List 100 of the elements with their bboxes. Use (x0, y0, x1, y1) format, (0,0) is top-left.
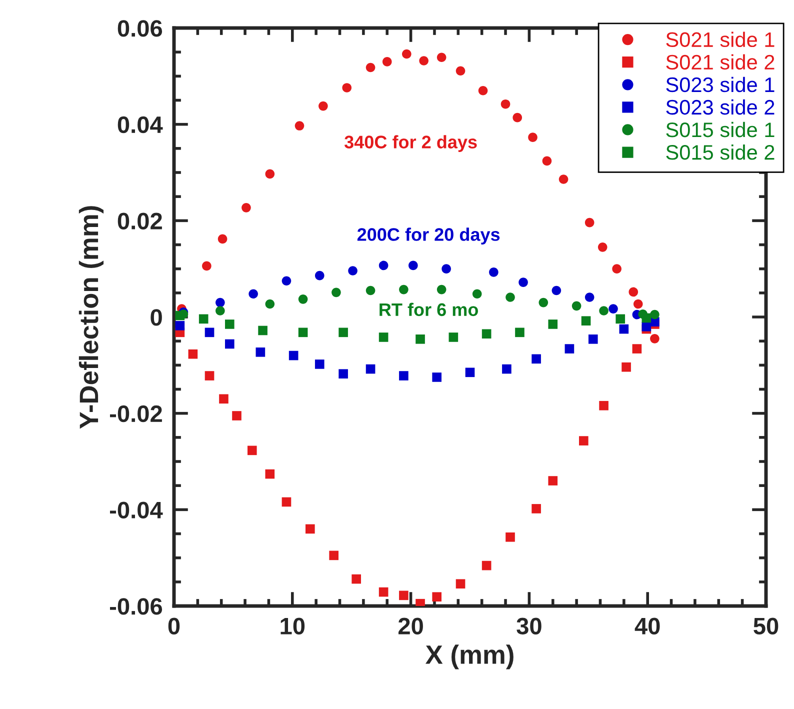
point (282, 497, 292, 507)
point (408, 260, 418, 270)
point (188, 349, 198, 359)
point (202, 261, 212, 271)
point (482, 329, 492, 339)
point (366, 364, 376, 374)
point (378, 332, 388, 342)
point (622, 362, 631, 372)
point (599, 400, 608, 410)
legend-label: S023 side 1 (666, 76, 774, 92)
legend-label: S021 side 2 (666, 54, 774, 70)
point (564, 344, 574, 354)
point (216, 306, 225, 316)
point (532, 354, 541, 364)
y-tick-label: 0.06 (118, 20, 162, 37)
point (348, 266, 358, 276)
point (432, 592, 442, 602)
point (378, 587, 388, 597)
point (502, 364, 512, 374)
point (619, 324, 629, 334)
point (584, 218, 594, 228)
x-tick-label: 0 (168, 618, 180, 634)
point (332, 288, 341, 298)
point (399, 371, 408, 380)
point (242, 203, 251, 212)
point (528, 132, 538, 142)
point (616, 314, 626, 324)
point (175, 310, 185, 320)
point (298, 294, 308, 304)
y-tick-label: -0.04 (110, 502, 163, 518)
point (232, 411, 242, 420)
x-tick-label: 20 (398, 618, 423, 634)
annotation: 340C for 2 days (344, 135, 477, 152)
point (465, 368, 475, 378)
point (432, 372, 442, 382)
point (548, 476, 558, 486)
point (248, 289, 258, 299)
annotation: RT for 6 mo (380, 302, 478, 316)
point (650, 310, 660, 320)
point (489, 268, 498, 277)
point (542, 156, 552, 166)
point (588, 334, 598, 344)
legend-label: S015 side 2 (666, 144, 774, 160)
point (612, 264, 622, 274)
point (306, 524, 315, 534)
point (288, 350, 298, 360)
point (633, 299, 643, 309)
point (204, 371, 214, 380)
point (632, 344, 642, 354)
point (399, 590, 408, 600)
y-tick-label: 0.04 (118, 116, 163, 134)
point (506, 292, 515, 302)
point (329, 550, 338, 560)
point (338, 369, 348, 378)
point (650, 334, 660, 344)
x-tick-label: 50 (754, 618, 778, 634)
point (456, 579, 466, 588)
point (338, 328, 348, 338)
point (436, 52, 446, 62)
point (318, 101, 328, 111)
point (224, 339, 234, 349)
point (456, 66, 466, 76)
point (436, 284, 446, 294)
point (204, 328, 214, 338)
point (538, 298, 548, 308)
point (515, 328, 524, 338)
point (256, 348, 266, 357)
point (399, 284, 408, 294)
y-tick-label: -0.06 (110, 598, 162, 615)
point (314, 360, 324, 369)
point (366, 62, 376, 72)
y-axis-title: Y-Deflection (mm) (78, 206, 104, 429)
point (416, 334, 425, 344)
point (572, 301, 582, 311)
annotation: 200C for 20 days (357, 228, 500, 244)
point (265, 169, 275, 179)
point (512, 112, 522, 122)
point (628, 287, 638, 297)
point (402, 49, 412, 59)
point (219, 394, 228, 404)
point (472, 289, 482, 299)
point (579, 436, 588, 446)
point (608, 304, 618, 314)
point (282, 276, 292, 286)
point (352, 574, 361, 584)
point (532, 504, 541, 514)
point (448, 332, 458, 342)
point (506, 532, 515, 542)
point (558, 174, 568, 184)
point (581, 316, 591, 326)
point (419, 56, 428, 66)
x-tick-label: 10 (280, 618, 305, 634)
point (642, 313, 652, 323)
point (482, 560, 492, 570)
point (599, 306, 608, 316)
point (258, 326, 268, 336)
legend-label: S021 side 1 (666, 32, 774, 48)
point (198, 314, 208, 324)
point (442, 264, 451, 274)
y-tick-label: 0.02 (118, 212, 162, 230)
